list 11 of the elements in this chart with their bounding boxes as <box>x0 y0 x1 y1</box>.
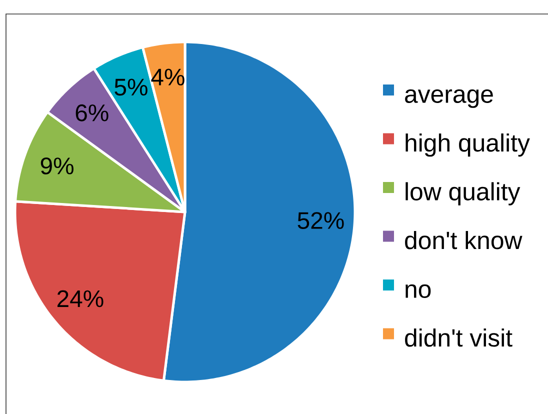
data-label: 6% <box>76 104 108 122</box>
legend-label: don't know <box>405 230 522 250</box>
data-label: 5% <box>114 78 148 96</box>
legend-label: high quality <box>406 133 530 157</box>
legend-label: average <box>405 89 493 108</box>
data-label: 24% <box>57 290 104 308</box>
legend-label: low quality <box>406 182 520 206</box>
legend-label: no <box>406 284 431 298</box>
legend-label: didn't visit <box>405 328 512 347</box>
data-label: 52% <box>298 212 344 229</box>
data-label: 9% <box>40 157 74 174</box>
